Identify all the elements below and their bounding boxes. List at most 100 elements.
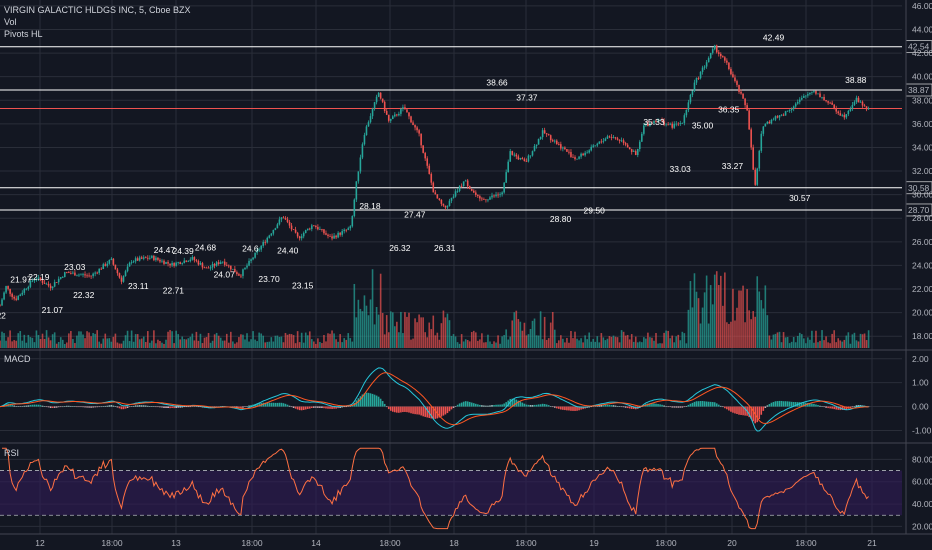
macd-histogram-bar bbox=[375, 395, 378, 407]
volume-bar bbox=[529, 328, 532, 348]
candle-body bbox=[626, 144, 629, 148]
candle-body bbox=[424, 152, 426, 159]
vol-label[interactable]: Vol bbox=[4, 17, 17, 27]
candle-body bbox=[94, 272, 96, 274]
macd-histogram-bar bbox=[780, 400, 783, 407]
volume-bar bbox=[288, 333, 291, 348]
macd-histogram-bar bbox=[17, 406, 20, 407]
candle-body bbox=[345, 229, 348, 231]
rsi-y-tick-label: 40.00 bbox=[912, 499, 932, 509]
macd-histogram-bar bbox=[679, 406, 682, 408]
candle-body bbox=[0, 305, 1, 307]
macd-histogram-bar bbox=[430, 406, 433, 419]
x-tick-label: 20 bbox=[727, 538, 737, 548]
volume-bar bbox=[298, 342, 301, 348]
macd-histogram-bar bbox=[426, 406, 429, 418]
macd-histogram-bar bbox=[592, 406, 595, 407]
volume-bar bbox=[142, 336, 145, 348]
candle-body bbox=[857, 97, 860, 103]
volume-bar bbox=[280, 336, 283, 348]
volume-bar bbox=[865, 340, 868, 348]
candle-body bbox=[790, 108, 793, 110]
candle-body bbox=[420, 133, 422, 146]
candle-body bbox=[213, 264, 216, 266]
volume-bar bbox=[410, 339, 412, 348]
volume-bar bbox=[333, 333, 335, 348]
macd-histogram-bar bbox=[772, 401, 775, 407]
candle-body bbox=[329, 235, 331, 237]
volume-bar bbox=[319, 341, 321, 348]
candle-body bbox=[161, 260, 163, 262]
x-tick-label: 18 bbox=[449, 538, 459, 548]
macd-histogram-bar bbox=[398, 406, 400, 413]
candle-body bbox=[616, 138, 619, 140]
candle-body bbox=[7, 286, 9, 289]
volume-bar bbox=[191, 333, 194, 348]
macd-histogram-bar bbox=[849, 406, 852, 409]
macd-histogram-bar bbox=[448, 406, 451, 412]
volume-bar bbox=[256, 341, 258, 348]
candle-body bbox=[691, 90, 694, 95]
pivots-label[interactable]: Pivots HL bbox=[4, 29, 43, 39]
volume-bar bbox=[39, 338, 42, 348]
candle-body bbox=[254, 252, 256, 258]
macd-histogram-bar bbox=[15, 406, 17, 407]
volume-bar bbox=[404, 312, 406, 348]
candle-body bbox=[481, 198, 483, 200]
macd-histogram-bar bbox=[175, 406, 177, 408]
volume-bar bbox=[387, 332, 390, 348]
candle-body bbox=[43, 282, 46, 284]
price-y-tick-label: 42.00 bbox=[912, 48, 932, 58]
volume-bar bbox=[468, 341, 471, 348]
macd-histogram-bar bbox=[432, 406, 435, 420]
macd-histogram-bar bbox=[608, 404, 611, 407]
macd-histogram-bar bbox=[788, 401, 791, 407]
candle-body bbox=[359, 157, 362, 172]
macd-histogram-bar bbox=[80, 406, 82, 408]
macd-histogram-bar bbox=[651, 403, 653, 407]
volume-bar bbox=[278, 336, 281, 348]
rsi-label[interactable]: RSI bbox=[4, 448, 19, 458]
macd-histogram-bar bbox=[472, 403, 475, 407]
volume-bar bbox=[116, 342, 119, 348]
macd-label[interactable]: MACD bbox=[4, 354, 31, 364]
macd-histogram-bar bbox=[396, 406, 398, 413]
volume-bar bbox=[853, 332, 856, 348]
volume-bar bbox=[813, 342, 815, 348]
candle-body bbox=[422, 145, 424, 153]
volume-bar bbox=[199, 333, 202, 348]
macd-histogram-bar bbox=[493, 405, 495, 407]
volume-bar bbox=[15, 340, 17, 348]
volume-bar bbox=[25, 342, 28, 348]
volume-bar bbox=[580, 338, 582, 348]
volume-bar bbox=[389, 311, 392, 348]
pivot-label: 22.71 bbox=[163, 286, 185, 296]
candle-body bbox=[641, 133, 643, 142]
volume-bar bbox=[86, 331, 88, 348]
macd-histogram-bar bbox=[341, 406, 343, 408]
volume-bar bbox=[33, 342, 36, 348]
candle-body bbox=[608, 136, 611, 138]
macd-histogram-bar bbox=[495, 404, 497, 407]
macd-histogram-bar bbox=[311, 406, 313, 409]
candle-body bbox=[732, 74, 734, 78]
macd-histogram-bar bbox=[153, 406, 155, 407]
candle-body bbox=[266, 237, 269, 243]
volume-bar bbox=[792, 337, 795, 348]
volume-bar bbox=[284, 332, 287, 348]
candle-body bbox=[495, 194, 497, 197]
macd-histogram-bar bbox=[329, 406, 331, 409]
volume-bar bbox=[74, 343, 76, 348]
candle-body bbox=[483, 199, 485, 200]
volume-bar bbox=[136, 334, 139, 348]
macd-histogram-bar bbox=[319, 406, 321, 408]
volume-bar bbox=[317, 338, 319, 348]
candle-body bbox=[622, 140, 625, 143]
volume-bar bbox=[645, 338, 647, 348]
volume-bar bbox=[677, 334, 680, 348]
volume-bar bbox=[774, 333, 777, 348]
volume-bar bbox=[240, 334, 242, 348]
macd-y-tick-label: 1.00 bbox=[912, 378, 929, 388]
macd-histogram-bar bbox=[94, 406, 96, 408]
